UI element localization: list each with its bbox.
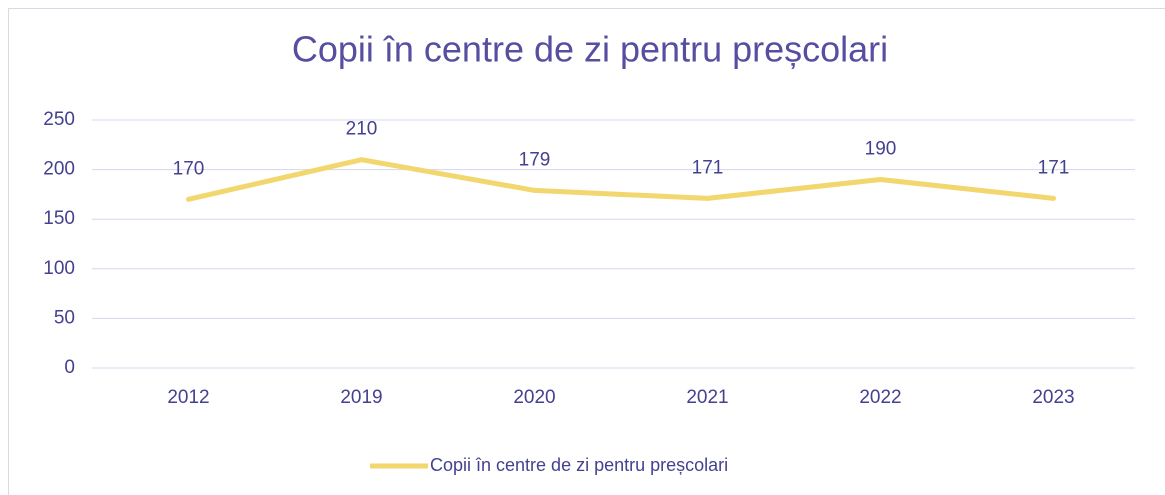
y-tick-label: 250 [43, 109, 75, 130]
x-tick-label: 2023 [1032, 387, 1074, 408]
x-tick-label: 2012 [167, 387, 209, 408]
y-tick-label: 100 [43, 258, 75, 279]
chart-title: Copii în centre de zi pentru preșcolari [292, 29, 888, 70]
x-tick-label: 2022 [859, 387, 901, 408]
data-label: 170 [173, 158, 205, 179]
y-tick-label: 50 [54, 307, 75, 328]
y-tick-label: 0 [64, 357, 75, 378]
x-tick-label: 2021 [686, 387, 728, 408]
data-label: 171 [692, 157, 724, 178]
chart-frame [8, 8, 1165, 495]
data-label: 190 [865, 139, 897, 160]
data-label: 210 [346, 119, 378, 140]
legend-label: Copii în centre de zi pentru preșcolari [430, 455, 728, 475]
data-label: 179 [519, 149, 551, 170]
x-tick-label: 2019 [340, 387, 382, 408]
data-label: 171 [1038, 157, 1070, 178]
y-tick-label: 200 [43, 159, 75, 180]
y-tick-label: 150 [43, 208, 75, 229]
x-tick-label: 2020 [513, 387, 555, 408]
line [186, 157, 1056, 202]
